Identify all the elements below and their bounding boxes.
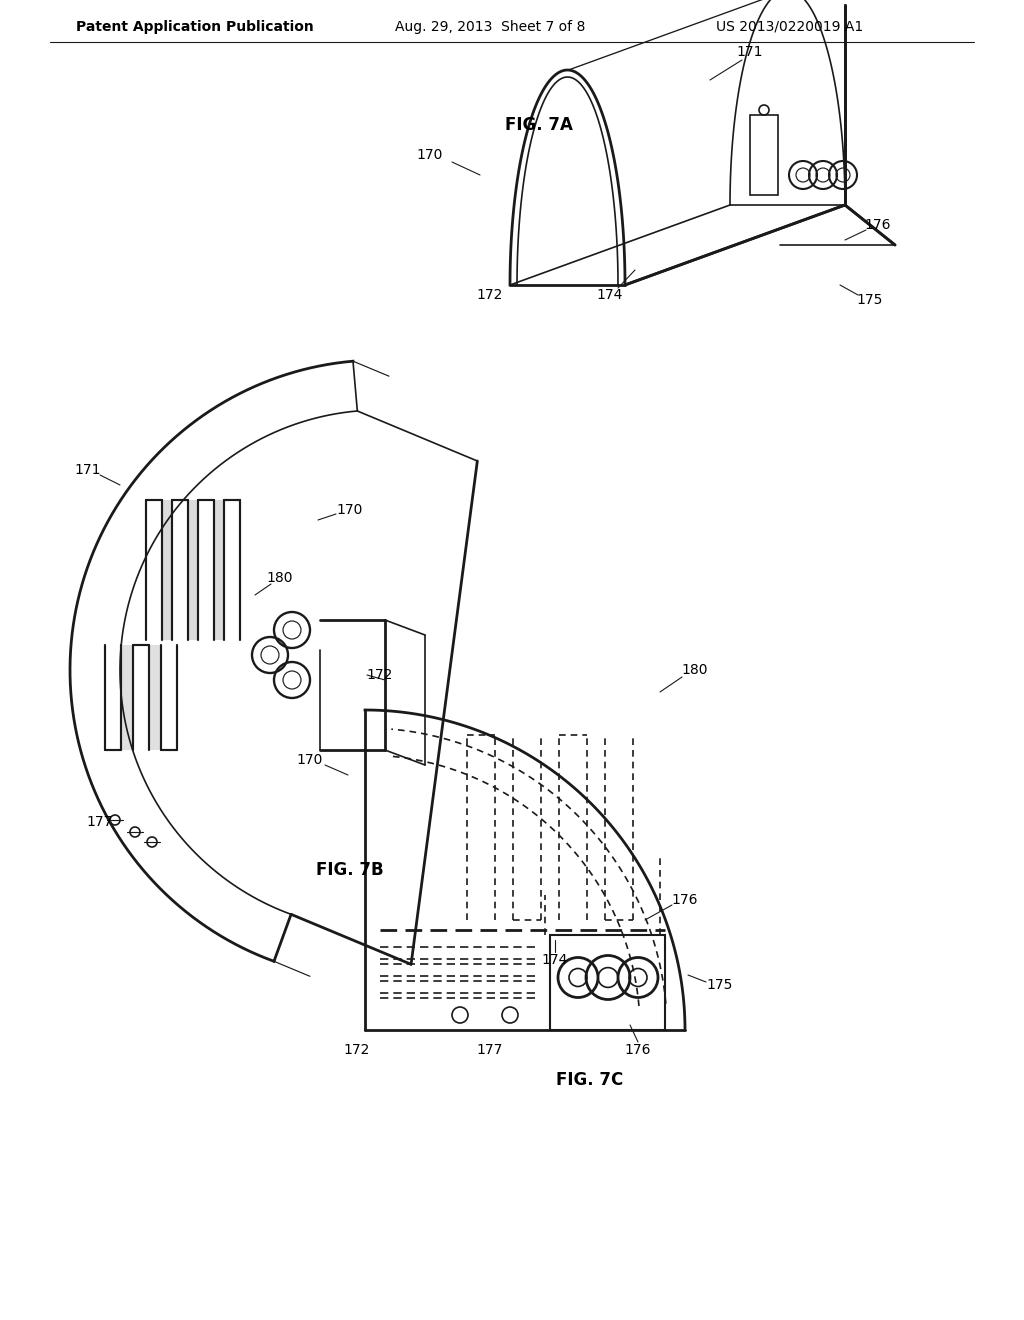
Text: US 2013/0220019 A1: US 2013/0220019 A1 (717, 20, 863, 34)
Bar (187, 500, 198, 640)
Bar (162, 500, 171, 640)
Text: 176: 176 (864, 218, 891, 232)
Text: FIG. 7B: FIG. 7B (316, 861, 384, 879)
Text: 176: 176 (672, 894, 698, 907)
Text: 177: 177 (87, 814, 114, 829)
Text: 180: 180 (682, 663, 709, 677)
Text: 174: 174 (597, 288, 624, 302)
Bar (750, 115, 778, 195)
Bar (213, 500, 223, 640)
Text: 175: 175 (857, 293, 883, 308)
Text: 177: 177 (477, 1043, 503, 1057)
Text: FIG. 7A: FIG. 7A (505, 116, 572, 135)
Text: Patent Application Publication: Patent Application Publication (76, 20, 314, 34)
Text: Aug. 29, 2013  Sheet 7 of 8: Aug. 29, 2013 Sheet 7 of 8 (395, 20, 585, 34)
Bar (550, 935, 665, 1030)
Text: FIG. 7C: FIG. 7C (556, 1071, 624, 1089)
Text: 171: 171 (736, 45, 763, 59)
Text: 170: 170 (337, 503, 364, 517)
Text: 172: 172 (367, 668, 393, 682)
Text: 172: 172 (344, 1043, 371, 1057)
Bar (150, 645, 161, 750)
Text: 180: 180 (266, 572, 293, 585)
Text: 172: 172 (477, 288, 503, 302)
Text: 174: 174 (542, 953, 568, 968)
Bar (121, 645, 133, 750)
Text: 170: 170 (417, 148, 443, 162)
Text: 175: 175 (707, 978, 733, 993)
Text: 171: 171 (75, 463, 101, 477)
Text: 170: 170 (297, 752, 324, 767)
Text: 176: 176 (625, 1043, 651, 1057)
